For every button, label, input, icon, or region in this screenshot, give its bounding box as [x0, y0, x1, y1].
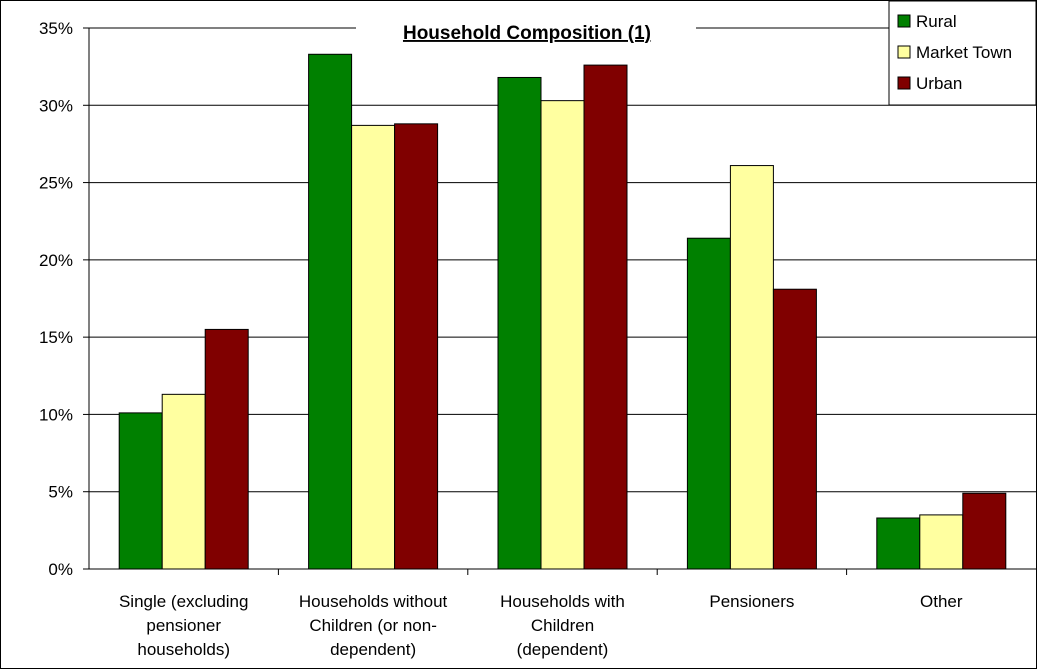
bar-urban: [772, 288, 817, 570]
axes: [83, 27, 1036, 575]
bar-market-town: [729, 165, 774, 570]
legend-items: Rural Market Town Urban: [897, 12, 1012, 93]
y-tick-label: 15%: [39, 328, 73, 347]
y-tick-label: 10%: [39, 405, 73, 424]
y-tick-label: 20%: [39, 251, 73, 270]
bar-rural: [308, 53, 353, 570]
bars: [118, 53, 1007, 570]
legend-label: Market Town: [916, 43, 1012, 62]
x-category-label: Single (excluding pensioner households): [119, 592, 248, 659]
bar-market-town: [351, 124, 396, 570]
x-category-label: Other: [920, 592, 963, 611]
y-tick-labels: 0% 5% 10% 15% 20% 25% 30% 35%: [39, 19, 73, 579]
y-tick-label: 35%: [39, 19, 73, 38]
bar-urban: [583, 64, 628, 570]
legend-label: Urban: [916, 74, 962, 93]
x-category-labels: Single (excluding pensioner households) Hou…: [119, 592, 963, 659]
bar-market-town: [540, 100, 585, 570]
chart-title-background: [356, 16, 696, 46]
bar-urban: [394, 123, 439, 570]
legend-swatch: [897, 76, 911, 90]
bar-rural: [876, 517, 921, 570]
legend-swatch: [897, 45, 911, 59]
bar-rural: [497, 76, 542, 570]
bar-urban: [204, 328, 249, 570]
y-tick-label: 0%: [48, 560, 73, 579]
x-category-label: Households without Children (or non-depen…: [299, 592, 448, 659]
y-tick-label: 25%: [39, 174, 73, 193]
x-category-label: Households with Children (dependent): [500, 592, 625, 659]
chart-title: Household Composition (1): [403, 23, 651, 44]
legend: Rural Market Town Urban: [888, 1, 1036, 106]
bar-rural: [686, 237, 731, 570]
legend-swatch: [897, 14, 911, 28]
bar-urban: [962, 492, 1007, 570]
y-tick-label: 5%: [48, 483, 73, 502]
y-tick-label: 30%: [39, 96, 73, 115]
bar-market-town: [919, 514, 964, 570]
bar-rural: [118, 412, 163, 570]
x-category-label: Pensioners: [709, 592, 794, 611]
legend-box: [888, 1, 1036, 106]
legend-label: Rural: [916, 12, 957, 31]
bar-market-town: [161, 393, 206, 570]
